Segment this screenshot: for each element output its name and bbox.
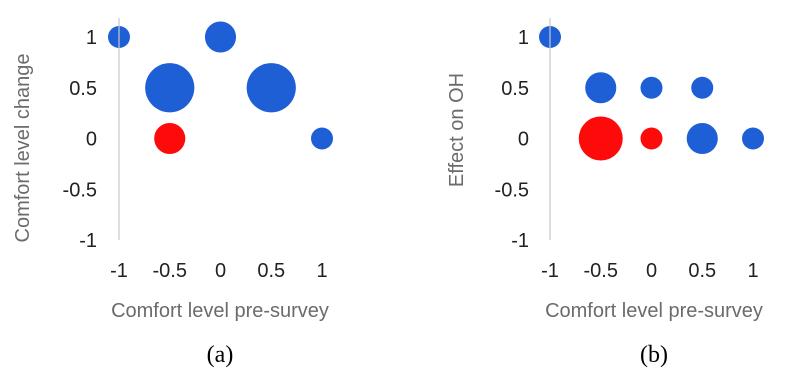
bubble-point xyxy=(640,76,663,99)
x-tick-label: 0.5 xyxy=(257,260,285,282)
x-ticks-b: -1 -0.5 0 0.5 1 xyxy=(541,260,758,282)
panel-caption-a: (a) xyxy=(207,342,234,368)
y-tick-label: -0.5 xyxy=(495,179,529,201)
bubble-point xyxy=(640,127,663,150)
y-ticks-a: 1 0.5 0 -0.5 -1 xyxy=(63,27,97,252)
bubble-point xyxy=(691,76,714,99)
x-axis-title-a: Comfort level pre-survey xyxy=(111,300,329,322)
x-tick-label: 0 xyxy=(646,260,657,282)
y-axis-title-b: Effect on OH xyxy=(446,73,468,187)
x-tick-label: 0 xyxy=(215,260,226,282)
y-tick-label: 0 xyxy=(518,129,529,151)
y-tick-label: 1 xyxy=(518,27,529,49)
bubble-point xyxy=(578,116,623,161)
x-ticks-a: -1 -0.5 0 0.5 1 xyxy=(110,260,327,282)
y-tick-label: -1 xyxy=(79,230,97,252)
y-tick-label: 0.5 xyxy=(69,78,97,100)
bubble-point xyxy=(311,127,333,150)
bubbles-a xyxy=(108,21,333,155)
x-tick-label: -1 xyxy=(541,260,559,282)
x-tick-label: -0.5 xyxy=(153,260,187,282)
y-axis-title-a: Comfort level change xyxy=(12,54,34,243)
y-tick-label: -1 xyxy=(511,230,529,252)
bubble-point xyxy=(204,21,237,53)
chart-panel-a: 1 0.5 0 -0.5 -1 -1 -0.5 0 0.5 1 Comfort level pr… xyxy=(12,18,333,368)
x-tick-label: 0.5 xyxy=(688,260,716,282)
bubble-point xyxy=(154,122,186,155)
x-tick-label: 1 xyxy=(316,260,327,282)
y-tick-label: -0.5 xyxy=(63,179,97,201)
x-axis-title-b: Comfort level pre-survey xyxy=(545,300,763,322)
bubble-point xyxy=(686,122,718,155)
bubble-point xyxy=(742,127,764,150)
chart-panel-b: 1 0.5 0 -0.5 -1 -1 -0.5 0 0.5 1 Comfort level pr… xyxy=(446,18,764,368)
bubble-point xyxy=(585,72,617,104)
y-tick-label: 0 xyxy=(86,129,97,151)
panel-caption-b: (b) xyxy=(640,342,668,368)
bubbles-b xyxy=(539,26,764,161)
bubble-point xyxy=(145,63,195,113)
y-ticks-b: 1 0.5 0 -0.5 -1 xyxy=(495,27,529,252)
x-tick-label: -1 xyxy=(110,260,128,282)
y-tick-label: 1 xyxy=(86,27,97,49)
y-tick-label: 0.5 xyxy=(501,78,529,100)
x-tick-label: -0.5 xyxy=(584,260,618,282)
bubble-point xyxy=(246,63,296,113)
x-tick-label: 1 xyxy=(747,260,758,282)
